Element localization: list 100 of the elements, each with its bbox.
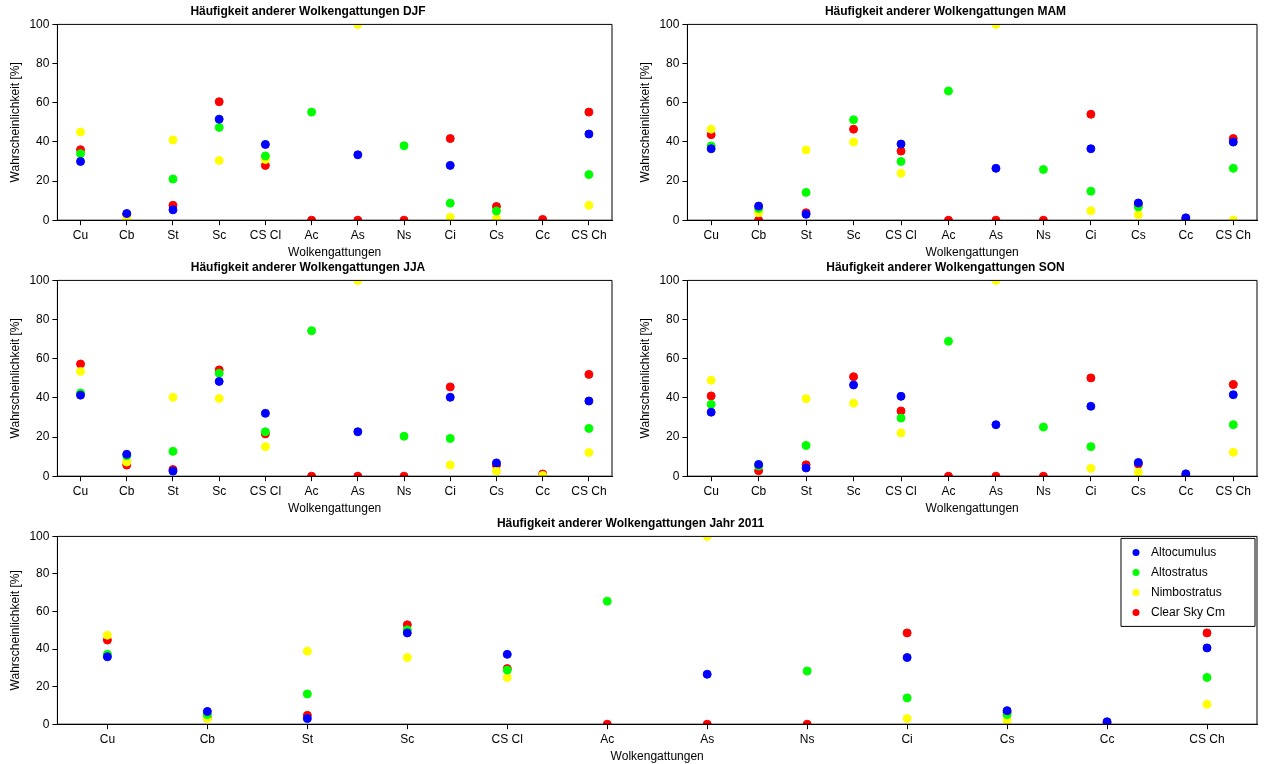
legend-label: Clear Sky Cm xyxy=(1150,604,1226,619)
x-tick-label: Ci xyxy=(444,227,456,242)
y-tick-label: 100 xyxy=(29,272,50,287)
x-axis-title: Wolkengattungen xyxy=(925,501,1019,516)
y-tick-label: 0 xyxy=(672,212,680,227)
x-tick-label: Cb xyxy=(119,227,135,242)
y-tick-label: 80 xyxy=(36,566,50,581)
x-tick-label: Ns xyxy=(1036,227,1051,242)
x-tick-label: As xyxy=(988,227,1003,242)
x-tick-label: Ac xyxy=(600,731,615,746)
chart-title: Häufigkeit anderer Wolkengattungen JJA xyxy=(190,259,426,274)
y-tick-label: 60 xyxy=(666,351,680,366)
x-tick-label: CS Cl xyxy=(885,227,917,242)
y-tick-label: 40 xyxy=(36,641,50,656)
x-tick-label: CS Ch xyxy=(1189,731,1225,746)
x-tick-label: CS Ch xyxy=(1215,483,1251,498)
x-tick-label: St xyxy=(301,731,314,746)
x-tick-label: CS Cl xyxy=(885,483,917,498)
y-tick-label: 0 xyxy=(42,468,50,483)
x-tick-label: Cs xyxy=(489,227,504,242)
x-tick-label: St xyxy=(167,227,180,242)
x-tick-label: Cc xyxy=(1178,483,1194,498)
x-tick-label: Cu xyxy=(99,731,116,746)
x-tick-label: Ns xyxy=(799,731,815,746)
legend-label: Altostratus xyxy=(1150,564,1208,579)
legend-label: Altocumulus xyxy=(1150,544,1217,559)
y-tick-label: 20 xyxy=(666,173,680,188)
y-axis-title: Wahrscheinlichkeit [%] xyxy=(637,62,652,183)
x-tick-label: Cu xyxy=(72,483,89,498)
x-tick-label: As xyxy=(350,483,365,498)
x-tick-label: CS Cl xyxy=(491,731,523,746)
x-tick-label: Cb xyxy=(750,227,767,242)
x-tick-label: Ns xyxy=(1036,483,1051,498)
y-tick-label: 80 xyxy=(666,311,680,326)
x-tick-label: Sc xyxy=(846,227,861,242)
x-tick-label: Cc xyxy=(1099,731,1115,746)
x-tick-label: CS Ch xyxy=(1215,227,1251,242)
x-tick-label: Ci xyxy=(1085,227,1097,242)
y-axis-title: Wahrscheinlichkeit [%] xyxy=(7,62,22,183)
y-axis-title: Wahrscheinlichkeit [%] xyxy=(7,318,22,439)
y-tick-label: 40 xyxy=(666,390,680,405)
x-tick-label: St xyxy=(800,227,813,242)
y-tick-label: 60 xyxy=(36,603,50,618)
x-tick-label: Cu xyxy=(703,483,719,498)
x-tick-label: Ac xyxy=(304,483,319,498)
x-tick-label: As xyxy=(700,731,715,746)
x-tick-label: Cb xyxy=(119,483,135,498)
y-tick-label: 100 xyxy=(659,16,680,31)
x-tick-label: CS Ch xyxy=(571,227,607,242)
y-tick-label: 60 xyxy=(36,351,50,366)
x-tick-label: Cc xyxy=(1178,227,1194,242)
x-tick-label: Ci xyxy=(901,731,913,746)
x-axis-title: Wolkengattungen xyxy=(925,245,1019,260)
x-tick-label: St xyxy=(167,483,180,498)
y-axis-title: Wahrscheinlichkeit [%] xyxy=(7,570,22,691)
y-tick-label: 100 xyxy=(659,272,680,287)
y-tick-label: 20 xyxy=(36,429,50,444)
x-tick-label: Sc xyxy=(212,483,227,498)
x-tick-label: CS Cl xyxy=(249,227,282,242)
x-tick-label: Cu xyxy=(72,227,89,242)
x-tick-label: Ac xyxy=(941,227,956,242)
x-tick-label: Sc xyxy=(400,731,415,746)
x-tick-label: As xyxy=(350,227,365,242)
x-tick-label: Ci xyxy=(1085,483,1097,498)
y-tick-label: 40 xyxy=(666,134,680,149)
y-tick-label: 0 xyxy=(42,212,50,227)
chart-title: Häufigkeit anderer Wolkengattungen Jahr 2011 xyxy=(496,515,765,530)
x-tick-label: Ci xyxy=(444,483,456,498)
x-tick-label: Cb xyxy=(199,731,216,746)
x-tick-label: Sc xyxy=(846,483,861,498)
y-axis-title: Wahrscheinlichkeit [%] xyxy=(637,318,652,439)
y-tick-label: 60 xyxy=(666,95,680,110)
x-axis-title: Wolkengattungen xyxy=(288,245,382,260)
y-tick-label: 80 xyxy=(36,55,50,70)
x-tick-label: Ns xyxy=(396,483,412,498)
x-tick-label: Cu xyxy=(703,227,719,242)
y-tick-label: 20 xyxy=(36,678,50,693)
y-tick-label: 80 xyxy=(36,311,50,326)
x-tick-label: Cc xyxy=(535,227,551,242)
x-tick-label: CS Cl xyxy=(249,483,282,498)
x-tick-label: Ns xyxy=(396,227,412,242)
legend-label: Nimbostratus xyxy=(1150,584,1222,599)
x-tick-label: Cs xyxy=(1131,483,1146,498)
chart-title: Häufigkeit anderer Wolkengattungen MAM xyxy=(824,3,1067,18)
x-tick-label: Cs xyxy=(489,483,504,498)
x-tick-label: Sc xyxy=(212,227,227,242)
x-tick-label: St xyxy=(800,483,813,498)
x-tick-label: As xyxy=(988,483,1003,498)
x-tick-label: Cb xyxy=(750,483,767,498)
y-tick-label: 20 xyxy=(36,173,50,188)
y-tick-label: 0 xyxy=(42,716,50,731)
chart-title: Häufigkeit anderer Wolkengattungen DJF xyxy=(190,3,426,18)
x-tick-label: Cs xyxy=(999,731,1015,746)
y-tick-label: 100 xyxy=(29,16,50,31)
y-tick-label: 100 xyxy=(29,528,50,543)
x-tick-label: Ac xyxy=(941,483,956,498)
y-tick-label: 0 xyxy=(672,468,680,483)
chart-title: Häufigkeit anderer Wolkengattungen SON xyxy=(826,259,1065,274)
x-tick-label: Cs xyxy=(1131,227,1146,242)
y-tick-label: 40 xyxy=(36,134,50,149)
